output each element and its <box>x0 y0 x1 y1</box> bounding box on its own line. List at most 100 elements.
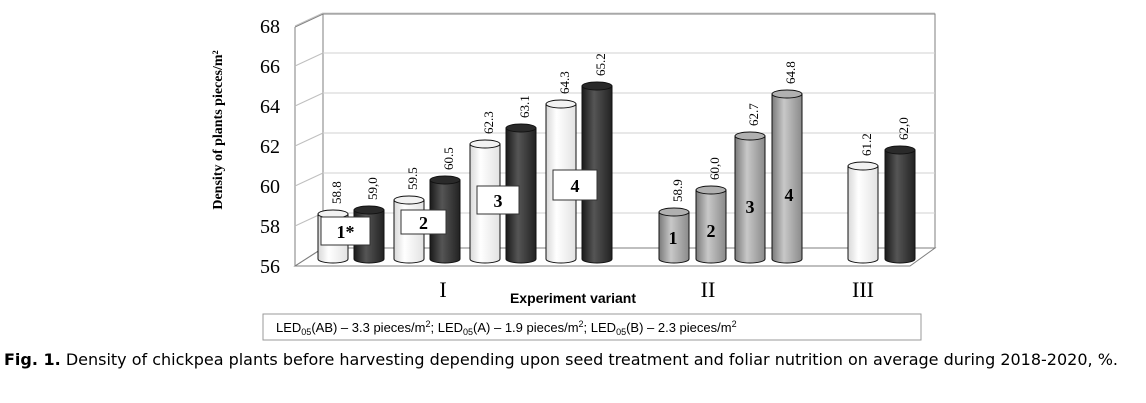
bar-value-label: 62.3 <box>481 111 496 134</box>
lsd-separator: ; <box>584 320 591 335</box>
gridline-side <box>294 132 324 147</box>
gridline-side <box>294 92 324 107</box>
bar-annotation: 1 <box>669 228 678 248</box>
annotation-box <box>552 169 598 201</box>
group-label: II <box>701 277 716 302</box>
annotation-text: 2 <box>419 213 428 233</box>
bar-value-label: 65.2 <box>593 53 608 76</box>
gridline-side <box>294 12 324 27</box>
gridline-side <box>294 52 324 67</box>
lsd-subscript: 05 <box>463 327 473 337</box>
side-wall-top <box>294 13 324 28</box>
bar-body <box>847 165 879 264</box>
lsd-name: (AB) – 3.3 pieces/m <box>311 320 425 335</box>
bar-annotation: 3 <box>746 197 755 217</box>
bar-top <box>545 99 577 109</box>
bar-body <box>658 211 690 264</box>
lsd-name: (A) – 1.9 pieces/m <box>473 320 579 335</box>
boxed-annotation: 4 <box>552 169 598 201</box>
lsd-prefix: LED <box>591 320 616 335</box>
annotation-text: 4 <box>571 176 580 196</box>
bar-top <box>353 205 385 215</box>
bar-value-label: 61.2 <box>859 133 874 156</box>
bar-top <box>771 89 803 99</box>
bar <box>734 131 766 264</box>
bar-value-label: 64.8 <box>783 61 798 84</box>
bar-body <box>884 149 916 264</box>
group-label: I <box>439 277 446 302</box>
lsd-name: (B) – 2.3 pieces/m <box>626 320 732 335</box>
caption-text: Density of chickpea plants before harves… <box>60 350 1118 369</box>
bar-top <box>393 195 425 205</box>
lsd-prefix: LED <box>276 320 301 335</box>
gridlines <box>294 12 935 227</box>
bar <box>771 89 803 264</box>
figure-caption: Fig. 1. Density of chickpea plants befor… <box>4 349 1144 371</box>
bar <box>505 123 537 264</box>
y-tick-label: 66 <box>260 56 280 78</box>
y-tick-label: 58 <box>260 216 280 238</box>
y-tick-label: 56 <box>260 256 280 278</box>
bar-body <box>734 135 766 264</box>
bar-top <box>658 207 690 217</box>
y-tick-label: 64 <box>260 96 280 118</box>
lsd-subscript: 05 <box>301 327 311 337</box>
lsd-prefix: LED <box>438 320 463 335</box>
chart: 68 66 64 62 60 58 56 Density of plants pieces/… <box>211 12 937 341</box>
lsd-subscript: 05 <box>616 327 626 337</box>
bar <box>884 145 916 264</box>
lsd-superscript: 2 <box>579 319 584 329</box>
lsd-superscript: 2 <box>732 319 737 329</box>
bar-value-label: 60,0 <box>707 157 722 180</box>
bar-top <box>884 145 916 155</box>
gridline-side <box>294 172 324 187</box>
annotation-text: 3 <box>494 191 503 211</box>
floor <box>293 247 937 267</box>
annotation-text: 1* <box>337 222 355 242</box>
bar-top <box>505 123 537 133</box>
y-tick-label: 60 <box>260 176 280 198</box>
bar-value-label: 63.1 <box>517 95 532 118</box>
lsd-separator: ; <box>430 320 437 335</box>
bar-top <box>734 131 766 141</box>
bar-value-label: 62.7 <box>746 103 761 126</box>
bar-value-label: 62,0 <box>896 117 911 140</box>
bar-top <box>695 185 727 195</box>
y-tick-labels: 68 66 64 62 60 58 56 <box>260 16 280 278</box>
bar-top <box>469 139 501 149</box>
annotation-box <box>320 216 371 246</box>
bar-value-label: 60.5 <box>441 147 456 170</box>
plot-area: 68 66 64 62 60 58 56 <box>260 12 937 278</box>
bar-body <box>771 93 803 264</box>
bar-top <box>847 161 879 171</box>
value-labels: 58.8 59,0 59.5 60.5 62.3 63.1 64.3 65.2 58.9 60,0… <box>329 53 911 204</box>
bar <box>847 161 879 264</box>
bar-body <box>505 127 537 264</box>
x-axis-title: Experiment variant <box>510 290 636 306</box>
bar-value-label: 59,0 <box>365 177 380 200</box>
y-tick-label: 62 <box>260 136 280 158</box>
bar-value-label: 64.3 <box>557 71 572 94</box>
annotation-box <box>400 209 447 235</box>
bar-top <box>581 81 613 91</box>
bar-value-label: 58.8 <box>329 181 344 204</box>
bar <box>658 207 690 264</box>
boxed-annotation: 2 <box>400 209 447 235</box>
group-label: III <box>852 277 874 302</box>
bar <box>695 185 727 264</box>
bar-body <box>695 189 727 264</box>
bar-value-label: 58.9 <box>670 179 685 202</box>
annotation-box <box>476 185 520 215</box>
bar-annotation: 4 <box>785 185 794 205</box>
y-tick-label: 68 <box>260 16 280 38</box>
annotations: 1* 2 3 4 1 2 3 4 <box>320 169 794 248</box>
group-labels: I II III <box>439 277 874 302</box>
boxed-annotation: 1* <box>320 216 371 246</box>
lsd-box <box>262 313 922 341</box>
boxed-annotation: 3 <box>476 185 520 215</box>
lsd-superscript: 2 <box>425 319 430 329</box>
bar-annotation: 2 <box>707 221 716 241</box>
lsd-text: LED05(AB) – 3.3 pieces/m2; LED05(A) – 1.… <box>276 319 737 337</box>
caption-label: Fig. 1. <box>4 350 61 369</box>
bar-top <box>429 175 461 185</box>
